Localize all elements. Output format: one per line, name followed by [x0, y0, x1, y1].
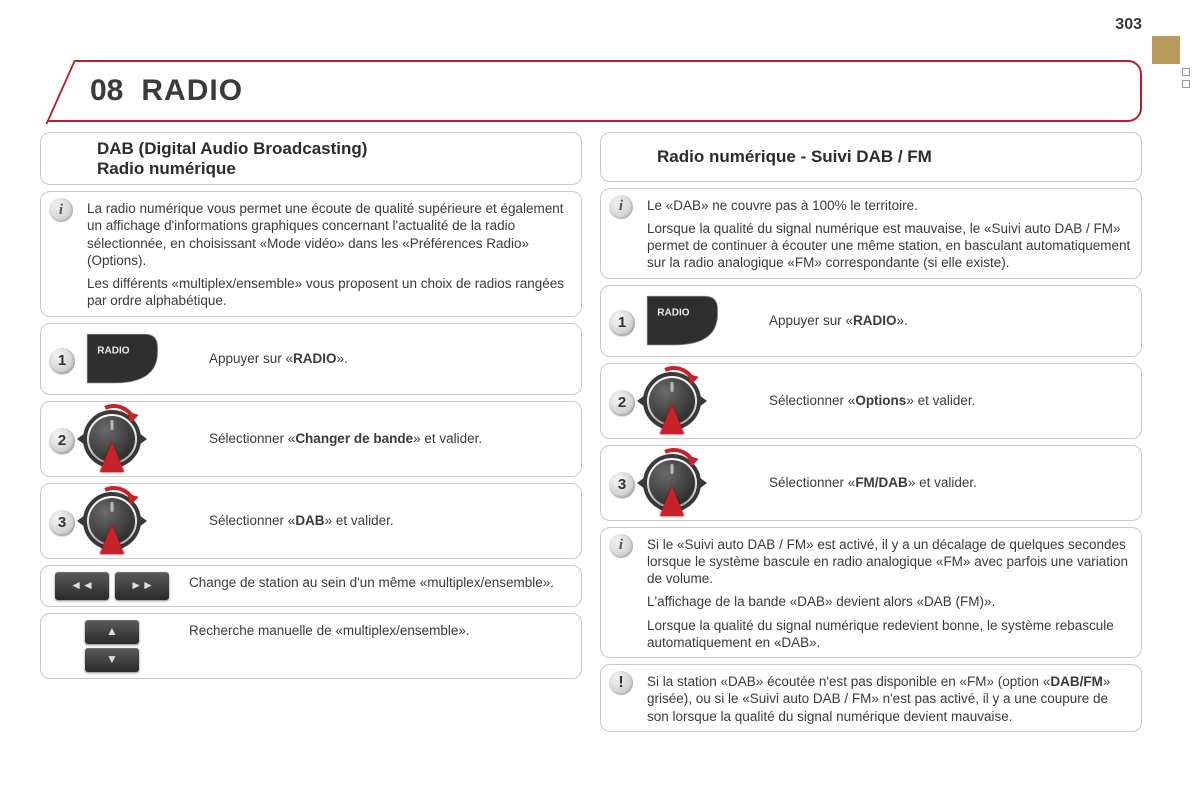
corner-markers [1182, 68, 1190, 92]
step-number-badge: 1 [609, 310, 635, 336]
step-number-badge: 2 [609, 390, 635, 416]
step-text: Sélectionner «FM/DAB» et valider. [769, 474, 1131, 491]
step-number-badge: 1 [49, 348, 75, 374]
step-text: Sélectionner «Options» et valider. [769, 392, 1131, 409]
left-info-card: i La radio numérique vous permet une éco… [40, 191, 582, 317]
right-info-card-1: i Le «DAB» ne couvre pas à 100% le terri… [600, 188, 1142, 279]
step-text: Appuyer sur «RADIO». [209, 350, 571, 367]
nav-text: Recherche manuelle de «multiplex/ensembl… [189, 620, 571, 639]
chapter-banner: 08 RADIO [40, 60, 1142, 122]
left-step-3: 3 Sélectionner «DAB» et valider. [40, 483, 582, 559]
nav-text: Change de station au sein d'un même «mul… [189, 572, 571, 591]
svg-text:RADIO: RADIO [657, 307, 689, 318]
right-step-3: 3 Sélectionner «FM/DAB» et valider. [600, 445, 1142, 521]
info-text: L'affichage de la bande «DAB» devient al… [647, 593, 1131, 610]
left-nav-vertical: ▲▼ Recherche manuelle de «multiplex/ense… [40, 613, 582, 679]
info-text: Lorsque la qualité du signal numérique e… [647, 220, 1131, 272]
info-icon: i [609, 534, 633, 558]
rotary-dial-icon [81, 490, 143, 552]
page-number: 303 [1115, 16, 1142, 34]
step-number-badge: 3 [609, 472, 635, 498]
step-number-badge: 2 [49, 428, 75, 454]
right-section-heading: Radio numérique - Suivi DAB / FM [600, 132, 1142, 182]
info-text: La radio numérique vous permet une écout… [87, 200, 571, 269]
warning-text: Si la station «DAB» écoutée n'est pas di… [647, 671, 1131, 725]
step-text: Appuyer sur «RADIO». [769, 312, 1131, 329]
rotary-dial-icon [81, 408, 143, 470]
radio-button-icon: RADIO [641, 294, 723, 348]
right-step-2: 2 Sélectionner «Options» et valider. [600, 363, 1142, 439]
radio-button-icon: RADIO [81, 332, 163, 386]
left-column: DAB (Digital Audio Broadcasting) Radio n… [40, 132, 582, 784]
info-text: Si le «Suivi auto DAB / FM» est activé, … [647, 536, 1131, 588]
updown-buttons-icon: ▲▼ [85, 620, 139, 672]
rotary-dial-icon [641, 452, 703, 514]
right-warning-card: ! Si la station «DAB» écoutée n'est pas … [600, 664, 1142, 732]
left-step-2: 2 Sélectionner «Changer de bande» et val… [40, 401, 582, 477]
info-icon: i [609, 195, 633, 219]
step-text: Sélectionner «DAB» et valider. [209, 512, 571, 529]
left-step-1: 1 RADIO Appuyer sur «RADIO». [40, 323, 582, 395]
svg-text:RADIO: RADIO [97, 345, 129, 356]
chapter-title: RADIO [141, 74, 243, 108]
right-column: Radio numérique - Suivi DAB / FM i Le «D… [600, 132, 1142, 784]
chapter-number: 08 [90, 74, 123, 108]
info-text: Lorsque la qualité du signal numérique r… [647, 617, 1131, 652]
seek-buttons-icon: ◄◄►► [55, 572, 169, 600]
left-nav-horizontal: ◄◄►► Change de station au sein d'un même… [40, 565, 582, 607]
info-text: Le «DAB» ne couvre pas à 100% le territo… [647, 197, 1131, 214]
content-columns: DAB (Digital Audio Broadcasting) Radio n… [40, 132, 1142, 784]
right-step-1: 1 RADIO Appuyer sur «RADIO». [600, 285, 1142, 357]
info-text: Les différents «multiplex/ensemble» vous… [87, 275, 571, 310]
step-text: Sélectionner «Changer de bande» et valid… [209, 430, 571, 447]
info-icon: i [49, 198, 73, 222]
left-section-heading: DAB (Digital Audio Broadcasting) Radio n… [40, 132, 582, 185]
rotary-dial-icon [641, 370, 703, 432]
corner-tab [1152, 36, 1180, 64]
right-info-card-2: i Si le «Suivi auto DAB / FM» est activé… [600, 527, 1142, 659]
warning-icon: ! [609, 671, 633, 695]
step-number-badge: 3 [49, 510, 75, 536]
